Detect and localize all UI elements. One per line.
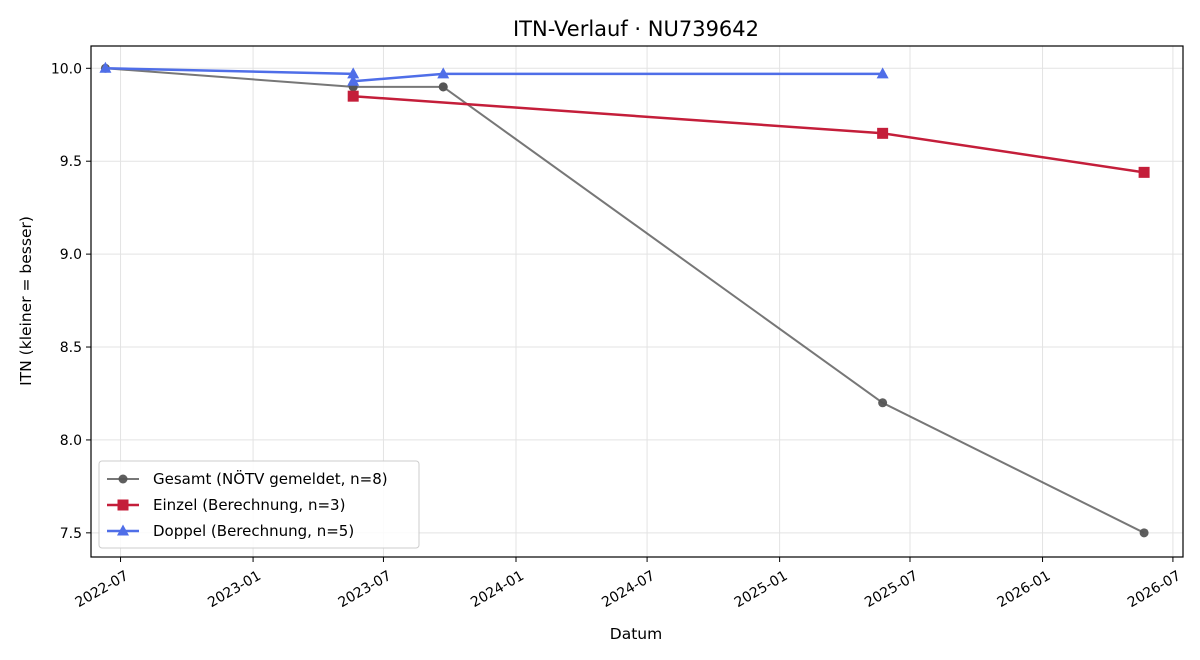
x-tick-label: 2024-01 <box>468 568 527 611</box>
legend-entry-einzel: Einzel (Berechnung, n=3) <box>107 496 345 514</box>
legend-swatch-marker <box>117 499 129 511</box>
legend-entry-gesamt: Gesamt (NÖTV gemeldet, n=8) <box>107 469 388 488</box>
x-axis-label: Datum <box>610 625 662 643</box>
data-point-gesamt <box>878 398 888 408</box>
legend-swatch-marker <box>117 524 129 536</box>
grid-layer <box>91 46 1183 557</box>
data-point-doppel <box>347 67 360 79</box>
legend-swatch-marker <box>118 474 128 484</box>
x-tick-label: 2022-07 <box>73 568 132 611</box>
legend: Gesamt (NÖTV gemeldet, n=8) Einzel (Berec… <box>98 460 420 549</box>
series-doppel <box>99 61 889 86</box>
x-tick-label: 2023-07 <box>336 568 395 611</box>
x-tick-label: 2023-01 <box>205 568 264 611</box>
y-tick-label: 9.0 <box>60 247 82 263</box>
legend-label: Gesamt (NÖTV gemeldet, n=8) <box>153 469 388 488</box>
data-point-gesamt <box>1139 528 1149 538</box>
y-tick-label: 9.5 <box>60 154 82 170</box>
series-einzel <box>347 90 1150 178</box>
legend-entry-doppel: Doppel (Berechnung, n=5) <box>107 522 354 540</box>
legend-label: Doppel (Berechnung, n=5) <box>153 522 354 540</box>
x-tick-label: 2025-07 <box>862 568 921 611</box>
x-tick-label: 2025-01 <box>732 568 791 611</box>
data-point-einzel <box>877 127 889 139</box>
series-line-doppel <box>105 67 883 83</box>
y-tick-label: 8.0 <box>60 433 82 449</box>
y-tick-label: 7.5 <box>60 526 82 542</box>
x-tick-label: 2026-01 <box>995 568 1054 611</box>
data-point-doppel <box>437 67 450 79</box>
legend-label: Einzel (Berechnung, n=3) <box>153 496 345 514</box>
plot-frame <box>90 45 1184 558</box>
x-tick-label: 2026-07 <box>1125 568 1184 611</box>
chart-title: ITN-Verlauf · NU739642 <box>513 17 759 41</box>
data-point-doppel <box>876 67 889 79</box>
data-point-einzel <box>347 90 359 102</box>
x-tick-label: 2024-07 <box>599 568 658 611</box>
y-tick-label: 10.0 <box>51 61 82 77</box>
legend-box <box>98 460 420 549</box>
y-axis-label: ITN (kleiner = besser) <box>17 216 35 386</box>
series-layer <box>99 61 1150 538</box>
data-point-einzel <box>1138 166 1150 178</box>
data-point-doppel <box>99 61 112 73</box>
data-point-gesamt <box>438 82 448 92</box>
y-tick-label: 8.5 <box>60 340 82 356</box>
data-point-doppel <box>347 74 360 86</box>
